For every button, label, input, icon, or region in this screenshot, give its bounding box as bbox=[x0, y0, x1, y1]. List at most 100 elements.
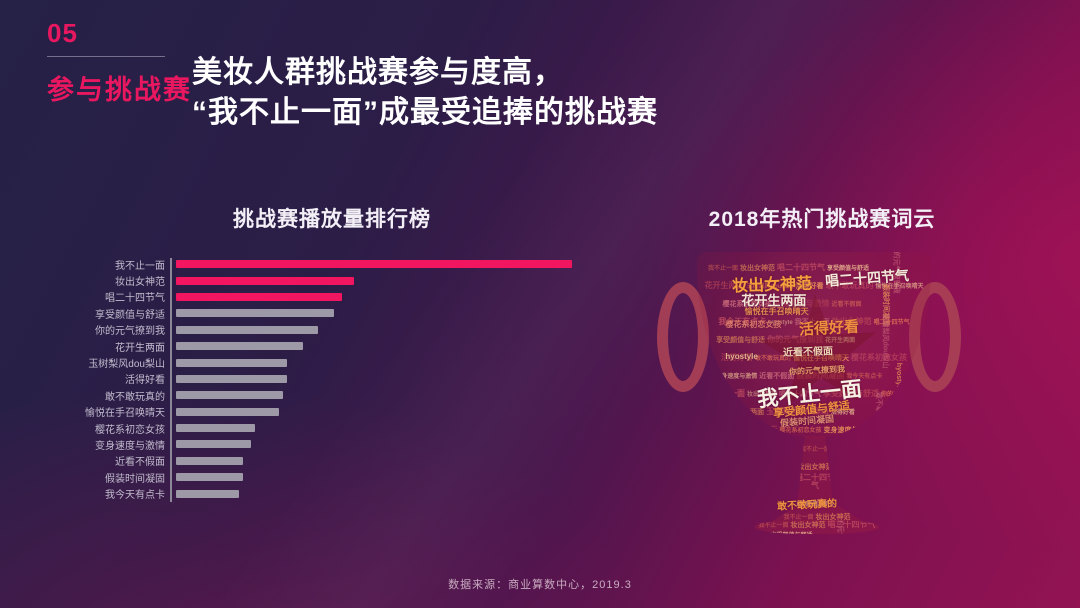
wordcloud-filler-word: 愉悦在手召唤晴天 bbox=[875, 284, 924, 290]
bar-row: 假装时间凝固 bbox=[70, 469, 575, 485]
bar-track bbox=[176, 391, 575, 400]
bar-label: 我不止一面 bbox=[115, 260, 165, 272]
bar-row: 变身速度与激情 bbox=[70, 436, 575, 452]
wordcloud-filler-word: 变身速度与激情 bbox=[823, 427, 873, 434]
wordcloud-filler-word: 享受颜值与舒适 bbox=[769, 532, 813, 534]
bar-track bbox=[176, 260, 575, 269]
wordcloud-filler-word: 我不止一面 bbox=[783, 515, 814, 521]
bar-label: 你的元气撩到我 bbox=[95, 326, 165, 338]
bar-chart-axis bbox=[170, 258, 172, 502]
wordcloud-filler-word: 妆出女神范 bbox=[797, 464, 833, 471]
bar-chart-title: 挑战赛播放量排行榜 bbox=[233, 208, 431, 231]
wordcloud-filler-word: 享受颜值与舒适 bbox=[827, 266, 870, 272]
bar-row: 我今天有点卡 bbox=[70, 485, 575, 501]
bar-row: 愉悦在手召唤晴天 bbox=[70, 404, 575, 420]
trophy-base-shape: 我不止一面妆出女神范唱二十四节气享受颜值与舒适你的元气撩到我花开生两面玉树梨风d… bbox=[755, 520, 879, 534]
wordcloud-filler-word: 变身速度与激情 bbox=[715, 374, 758, 380]
bar-track bbox=[176, 358, 575, 367]
wordcloud-filler-word: 花开生两面 bbox=[825, 338, 856, 344]
bar-track bbox=[176, 342, 575, 351]
data-source-note: 数据来源：商业算数中心，2019.3 bbox=[448, 579, 632, 591]
section-kicker: 05 参与挑战赛 bbox=[47, 18, 192, 107]
bar-label: 妆出女神范 bbox=[115, 277, 165, 289]
bar bbox=[176, 407, 279, 416]
bar-label: 享受颜值与舒适 bbox=[95, 309, 165, 321]
wordcloud-filler-word: 妆出女神范 bbox=[831, 317, 872, 326]
wordcloud-filler-word: 唱二十四节气 bbox=[873, 320, 910, 326]
bar bbox=[176, 391, 283, 400]
bar bbox=[176, 489, 240, 498]
wordcloud-filler-word: 假装时间凝固 bbox=[796, 371, 845, 380]
wordcloud-word: 花开生两面 bbox=[741, 292, 807, 308]
bar bbox=[176, 440, 252, 449]
wordcloud-filler-word: 敢不敢玩真的 bbox=[754, 356, 791, 362]
bar-label: 假装时间凝固 bbox=[105, 473, 165, 485]
bar-row: 近看不假面 bbox=[70, 453, 575, 469]
wordcloud-filler-word: 唱二十四节气 bbox=[795, 473, 835, 490]
wordcloud-filler-word: 樱花系初恋女孩 bbox=[851, 353, 907, 362]
bar-label: 活得好看 bbox=[125, 375, 165, 387]
bar-row: 妆出女神范 bbox=[70, 272, 575, 288]
wordcloud-filler-word: 享受颜值与舒适 bbox=[823, 389, 879, 398]
bar-track bbox=[176, 473, 575, 482]
section-number: 05 bbox=[47, 18, 78, 48]
bar-label: 樱花系初恋女孩 bbox=[95, 424, 165, 436]
bar-label: 玉树梨风dou梨山 bbox=[88, 359, 165, 371]
bar bbox=[176, 276, 355, 285]
bar bbox=[176, 473, 244, 482]
wordcloud-filler-word: 我不止一面 bbox=[707, 266, 738, 272]
wordcloud-filler-word: hyostyle bbox=[768, 320, 793, 326]
wordcloud-filler-word: 妆出女神范 bbox=[815, 514, 851, 521]
wordcloud-filler-word: 玉树梨风dou梨山 bbox=[766, 407, 829, 416]
bar-label: 唱二十四节气 bbox=[105, 293, 165, 305]
wordcloud-filler-word: 妆出女神范 bbox=[740, 265, 775, 272]
wordcloud-filler-word: 敢不敢玩真的 bbox=[825, 281, 874, 290]
bar bbox=[176, 309, 335, 318]
trophy-wordcloud: 我不止一面 妆出女神范 唱二十四节气 享受颜值与舒适 你的元气撩到我花开生两面 玉树梨风d… bbox=[655, 248, 975, 536]
bar-row: 樱花系初恋女孩 bbox=[70, 420, 575, 436]
bar-label: 花开生两面 bbox=[115, 342, 165, 354]
wordcloud-filler-word: 花开生两面 bbox=[729, 409, 765, 416]
trophy-base-cone-shape: 我不止一面妆出女神范唱二十四节气享受颜值与舒适你的元气撩到我花开生两面玉树梨风d… bbox=[771, 506, 863, 522]
wordcloud-filler-word: 近看不假面 bbox=[874, 425, 915, 434]
trophy-right-handle-shape bbox=[909, 282, 961, 392]
bar bbox=[176, 292, 343, 301]
wordcloud-filler-word: 愉悦在手召唤晴天 bbox=[793, 355, 849, 362]
wordcloud-filler-word: 我今天有点卡 bbox=[846, 374, 883, 380]
wordcloud-filler-word: 近看不假面 bbox=[759, 373, 795, 380]
wordcloud-filler-word: 你的元气撩到我 bbox=[881, 392, 924, 398]
wordcloud-filler-word: 愉悦在手召唤晴天 bbox=[713, 425, 778, 434]
bar bbox=[176, 260, 572, 269]
wordcloud-filler-word: 花开生两面 bbox=[704, 281, 745, 290]
wordcloud-filler-word: 变身速度与激情 bbox=[773, 299, 830, 308]
wordcloud-filler-word: 你的元气撩到我 bbox=[767, 335, 824, 344]
bar-track bbox=[176, 407, 575, 416]
bar-label: 变身速度与激情 bbox=[95, 440, 165, 452]
wordcloud-filler-word: 我今天有点卡 bbox=[718, 317, 767, 326]
bar-track bbox=[176, 325, 575, 334]
trophy-left-handle-shape bbox=[657, 282, 709, 392]
bar-row: 你的元气撩到我 bbox=[70, 322, 575, 338]
bar-row: 我不止一面 bbox=[70, 256, 575, 272]
wordcloud-filler-word: 妆出女神范 bbox=[884, 431, 892, 439]
wordcloud-filler-word: 享受颜值与舒适 bbox=[793, 502, 836, 508]
wordcloud-filler-word: 唱二十四节气 bbox=[779, 391, 821, 398]
wordcloud-filler-word: 玉树梨风dou梨山 bbox=[746, 284, 794, 290]
bar-row: 唱二十四节气 bbox=[70, 289, 575, 305]
wordcloud-word: 近看不假面 bbox=[782, 346, 834, 359]
wordcloud-filler-word: 活得好看 bbox=[830, 410, 855, 416]
wordcloud-filler-word: 樱花系初恋女孩 bbox=[779, 428, 822, 434]
bar-label: 愉悦在手召唤晴天 bbox=[85, 408, 165, 420]
section-label: 参与挑战赛 bbox=[47, 75, 192, 105]
bar-track bbox=[176, 276, 575, 285]
wordcloud-filler-word: 妆出女神范 bbox=[746, 392, 777, 398]
wordcloud-filler-word: 我不止一面 bbox=[799, 447, 830, 453]
wordcloud-filler-word: 活得好看 bbox=[720, 353, 753, 362]
wordcloud-word: 活得好看 bbox=[798, 318, 860, 339]
wordcloud-title: 2018年热门挑战赛词云 bbox=[708, 208, 936, 231]
wordcloud-filler-word: 妆出女神范 bbox=[790, 522, 826, 529]
bar-track bbox=[176, 292, 575, 301]
page-title-line2: “我不止一面”成最受追捧的挑战赛 bbox=[192, 96, 658, 129]
wordcloud-word: 愉悦在手召唤晴天 bbox=[744, 306, 809, 316]
